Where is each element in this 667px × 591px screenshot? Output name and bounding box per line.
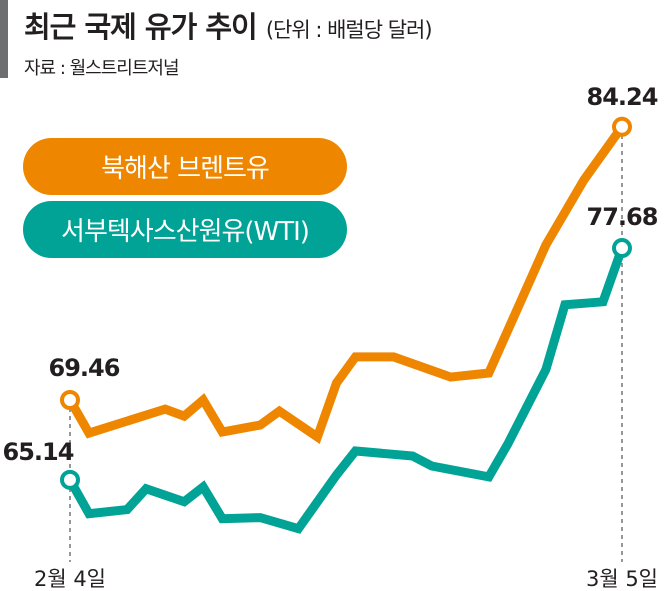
brent-start-label: 69.46 bbox=[49, 354, 120, 382]
unit-label: (단위 : 배럴당 달러) bbox=[265, 18, 433, 42]
wti-start-label: 65.14 bbox=[3, 438, 74, 466]
brent-end-point bbox=[612, 116, 632, 137]
brent-start-point bbox=[60, 390, 80, 410]
wti-end-label: 77.68 bbox=[587, 203, 658, 231]
legend-item-brent: 북해산 브렌트유 bbox=[23, 138, 347, 195]
x-tick-label-start: 2월 4일 bbox=[34, 567, 106, 591]
wti-end-point bbox=[612, 238, 632, 259]
wti-start-point bbox=[60, 469, 80, 490]
source-label: 자료 : 월스트리트저널 bbox=[24, 58, 180, 79]
brent-line bbox=[66, 124, 626, 445]
title-accent-bar bbox=[0, 0, 8, 78]
legend-item-wti: 서부텍사스산원유(WTI) bbox=[23, 201, 347, 258]
wti-line bbox=[66, 246, 627, 534]
x-tick-label-end: 3월 5일 bbox=[586, 567, 658, 591]
title-text: 최근 국제 유가 추이 bbox=[24, 10, 258, 44]
brent-end-label: 84.24 bbox=[587, 83, 658, 111]
chart-title: 최근 국제 유가 추이 (단위 : 배럴당 달러) bbox=[24, 4, 433, 46]
